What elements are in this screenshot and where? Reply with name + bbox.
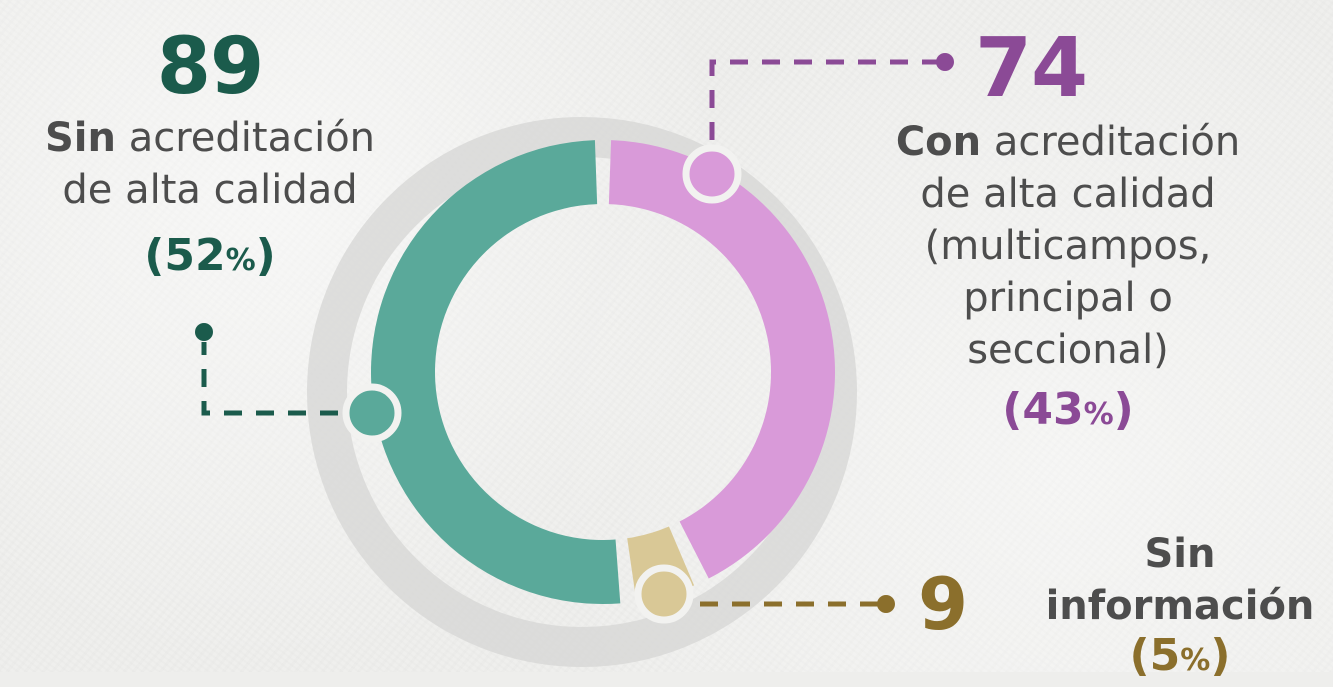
desc-bold: Sin [44, 115, 116, 161]
desc-sin-informacion: Sin información [990, 528, 1333, 632]
desc-line1: Sin [1144, 531, 1216, 577]
desc-bold: Con [895, 119, 982, 165]
connector-dot-sin-informacion [634, 564, 694, 624]
connector-end-sin-informacion [877, 595, 895, 613]
connector-end-sin-acreditacion [195, 323, 213, 341]
label-sin-acreditacion: 89 Sin acreditación de alta calidad (52%… [0, 28, 420, 287]
value-con-acreditacion: 74 [975, 21, 1088, 116]
desc-line2: de alta calidad [920, 171, 1216, 217]
donut-slice-2 [370, 140, 621, 605]
desc-line1: acreditación [128, 115, 376, 161]
connector-line-con-acreditacion [709, 59, 940, 140]
desc-line4: principal o [963, 275, 1173, 321]
donut-slice-0 [608, 140, 835, 579]
desc-line1: acreditación [993, 119, 1241, 165]
paper-background [0, 0, 1333, 672]
percent-sin-acreditacion: (52%) [144, 230, 276, 281]
desc-line2: de alta calidad [62, 167, 358, 213]
donut-shadow [307, 117, 857, 667]
connector-dot-sin-acreditacion [342, 383, 402, 443]
donut-chart [195, 53, 954, 667]
label-sin-informacion: Sin información (5%) [990, 528, 1333, 687]
percent-con-acreditacion: (43%) [1002, 384, 1134, 435]
connector-line-sin-acreditacion [201, 342, 338, 416]
connector-dot-con-acreditacion [682, 144, 742, 204]
percent-sin-informacion: (5%) [1129, 630, 1231, 681]
desc-con-acreditacion: Con acreditación de alta calidad (multic… [838, 116, 1298, 376]
label-con-acreditacion: Con acreditación de alta calidad (multic… [838, 116, 1298, 441]
desc-line2: información [1045, 583, 1315, 629]
desc-line3: (multicampos, [924, 223, 1212, 269]
desc-line5: seccional) [967, 327, 1169, 373]
value-sin-acreditacion: 89 [156, 22, 265, 112]
connector-end-con-acreditacion [936, 53, 954, 71]
desc-sin-acreditacion: Sin acreditación de alta calidad [0, 112, 420, 216]
value-sin-informacion: 9 [918, 562, 968, 646]
